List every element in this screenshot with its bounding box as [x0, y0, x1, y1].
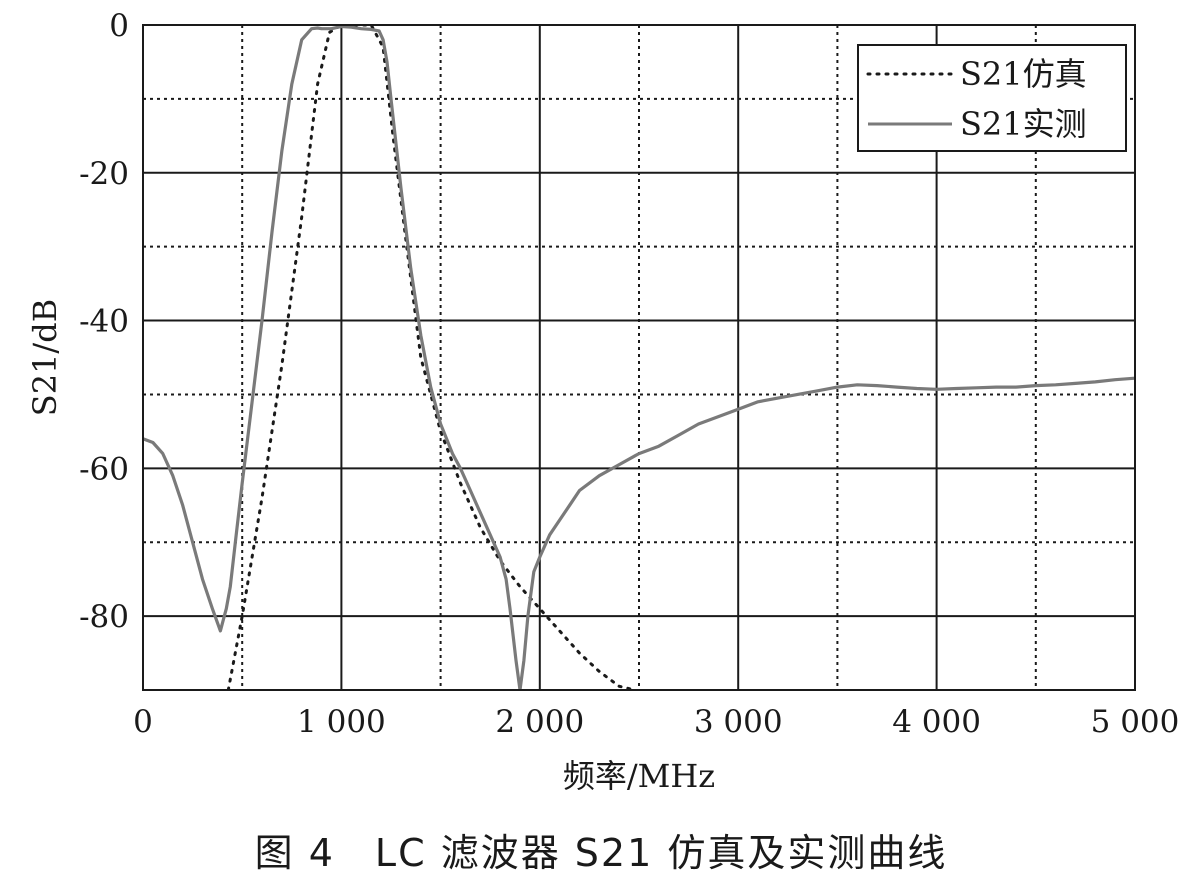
x-tick-label: 3 000	[694, 704, 783, 740]
y-tick-label: -80	[79, 599, 129, 635]
series-layer	[143, 25, 1135, 690]
series-line-simulated	[226, 25, 637, 690]
y-tick-label: -40	[79, 304, 129, 340]
x-tick-label: 0	[133, 704, 153, 740]
chart: 0 1 000 2 000 3 000 4 000 5 000 0 -20 -40 -60 -80…	[26, 8, 1179, 795]
legend-label-simulated: S21仿真	[960, 55, 1087, 93]
x-tick-label: 2 000	[495, 704, 584, 740]
legend: S21仿真 S21实测	[857, 44, 1127, 152]
y-axis-label: S21/dB	[26, 299, 64, 416]
legend-box	[857, 44, 1127, 152]
y-tick-labels: 0 -20 -40 -60 -80	[79, 8, 129, 635]
series-line-measured	[143, 25, 1135, 690]
x-tick-label: 5 000	[1091, 704, 1180, 740]
y-tick-label: 0	[109, 8, 129, 44]
legend-label-measured: S21实测	[960, 105, 1087, 143]
x-tick-labels: 0 1 000 2 000 3 000 4 000 5 000	[133, 704, 1179, 740]
x-tick-label: 4 000	[892, 704, 981, 740]
x-axis-label: 频率/MHz	[563, 757, 715, 795]
y-tick-label: -60	[79, 451, 129, 487]
y-tick-label: -20	[79, 156, 129, 192]
figure-caption: 图 4 LC 滤波器 S21 仿真及实测曲线	[254, 831, 948, 875]
plot-frame	[142, 24, 1136, 691]
x-tick-label: 1 000	[297, 704, 386, 740]
